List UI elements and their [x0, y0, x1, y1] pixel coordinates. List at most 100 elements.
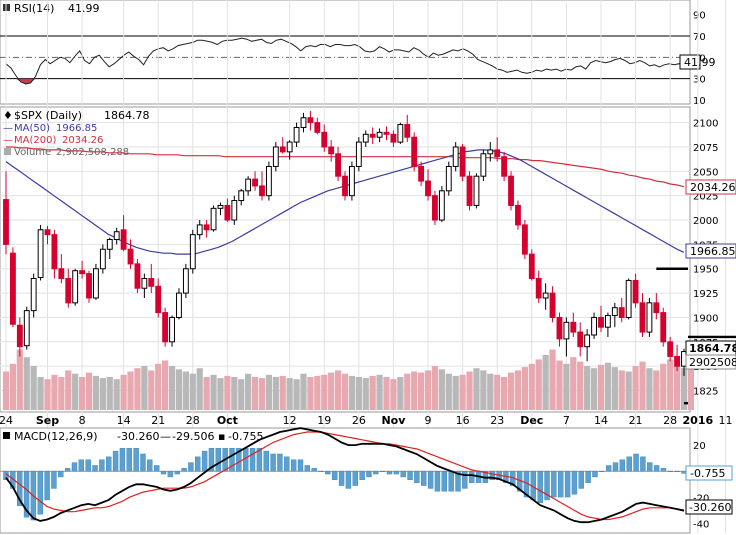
histogram-bar	[215, 448, 222, 472]
histogram-bar	[564, 471, 571, 498]
histogram-bar	[126, 448, 132, 472]
candle-body	[473, 175, 480, 206]
candle	[473, 173, 480, 209]
macd-legend-signal: -29.506	[172, 430, 214, 443]
candle	[9, 247, 16, 328]
candle-body	[376, 131, 383, 138]
candle	[79, 260, 86, 279]
candle	[667, 336, 674, 362]
date-tick-label: Sep	[36, 414, 59, 427]
histogram-bar	[263, 450, 269, 472]
volume-bar	[653, 370, 660, 410]
histogram-bar	[414, 471, 420, 483]
volume-bar	[487, 373, 494, 410]
candle-body	[611, 307, 618, 317]
candle	[390, 130, 397, 147]
date-tick-label: 28	[663, 414, 677, 427]
histogram-bar	[201, 450, 208, 472]
candle-body	[604, 315, 611, 328]
candle	[224, 198, 231, 222]
candle	[383, 126, 390, 141]
candle	[58, 254, 65, 284]
last-price-badge-text: 1864.78	[689, 342, 736, 355]
rsi-panel: RSI(14) 41.99 9070503010 41.99	[0, 0, 716, 107]
volume-bar	[660, 363, 667, 410]
candle-body	[501, 156, 508, 177]
volume-bar	[168, 366, 176, 410]
histogram-bar	[44, 471, 50, 501]
candle	[521, 220, 528, 259]
candle-body	[23, 310, 30, 347]
volume-bar	[646, 368, 653, 410]
histogram-bar	[325, 471, 331, 475]
ma200-badge: 2034.26	[685, 179, 736, 195]
candle	[293, 122, 300, 147]
date-tick-label: 16	[456, 414, 470, 427]
date-tick-label: 11	[719, 414, 733, 427]
candle	[16, 317, 23, 357]
volume-bar	[404, 373, 411, 410]
candle-body	[438, 190, 445, 221]
candle-body	[515, 204, 521, 226]
histogram-bar	[277, 453, 283, 472]
volume-bar	[411, 371, 418, 410]
histogram-bar	[366, 471, 372, 478]
volume-bar	[625, 371, 632, 410]
candle-body	[521, 224, 528, 255]
histogram-bar	[352, 471, 358, 486]
candle	[577, 322, 584, 357]
candle-body	[86, 273, 92, 299]
macd-tick-label: -20	[693, 493, 709, 504]
candle-body	[618, 307, 625, 318]
candle	[335, 146, 342, 182]
candle	[231, 195, 238, 225]
volume-bar	[452, 375, 459, 410]
histogram-bar	[51, 471, 57, 489]
candle-body	[549, 292, 556, 318]
candle-body	[217, 204, 224, 209]
histogram-bar	[16, 471, 23, 506]
volume-bar	[127, 371, 134, 410]
candle-body	[224, 204, 231, 221]
candle	[515, 200, 521, 230]
histogram-bar	[188, 462, 194, 472]
candle-body	[37, 229, 44, 279]
candle	[480, 149, 487, 182]
candle	[466, 171, 473, 211]
candle	[459, 144, 466, 182]
candle-body	[99, 248, 106, 270]
volume-bar	[286, 378, 293, 410]
volume-bar	[673, 366, 681, 410]
candle	[328, 140, 335, 162]
candle-body	[425, 180, 431, 197]
volume-bar	[65, 370, 72, 410]
candle	[445, 161, 452, 196]
volume-bar	[507, 372, 515, 410]
ma200-legend-marker: —	[3, 135, 13, 146]
histogram-bar	[236, 448, 242, 472]
ma50-badge-text: 1966.85	[690, 245, 736, 258]
candle-body	[508, 175, 514, 206]
macd-legend-swatch	[3, 432, 10, 439]
candle	[598, 305, 604, 333]
candle-body	[300, 117, 307, 128]
macd-legend-hist: -0.755	[228, 430, 263, 443]
candle-body	[480, 153, 487, 177]
volume-bar	[355, 377, 362, 410]
volume-bar	[431, 366, 439, 410]
histogram-bar	[256, 448, 263, 472]
histogram-bar	[455, 471, 461, 492]
price-tick-label: 2050	[693, 167, 718, 178]
candle-body	[542, 292, 549, 299]
candle	[674, 344, 681, 372]
histogram-bar	[345, 471, 352, 489]
volume-bar	[535, 359, 542, 410]
candle-body	[632, 279, 639, 304]
candle-body	[3, 199, 9, 245]
volume-bar	[417, 372, 425, 410]
candle-body	[307, 117, 314, 124]
histogram-bar	[338, 471, 345, 486]
volume-bar	[16, 349, 23, 410]
histogram-bar	[249, 448, 256, 472]
volume-bar	[494, 374, 501, 410]
